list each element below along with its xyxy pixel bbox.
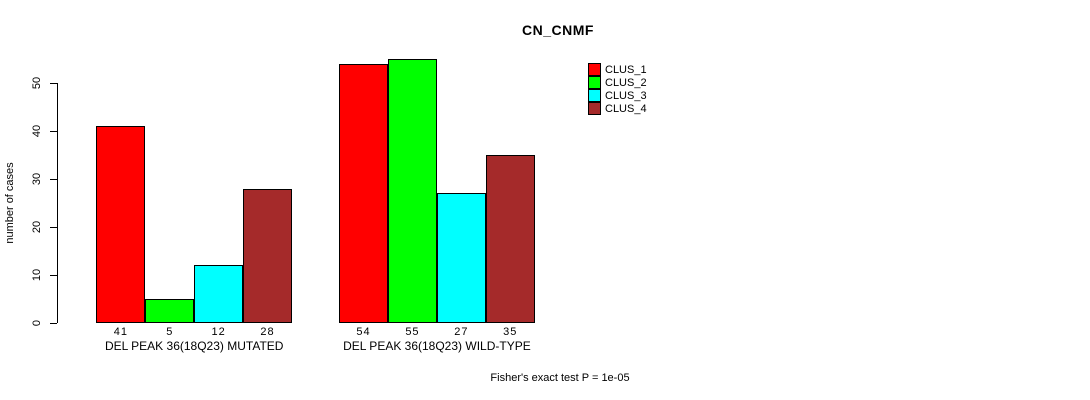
legend-label: CLUS_4: [605, 102, 647, 115]
legend-label: CLUS_2: [605, 76, 647, 89]
legend-swatch: [588, 102, 601, 115]
y-tick-label: 40: [31, 124, 43, 138]
y-tick-mark: [50, 274, 57, 276]
bar: [436, 193, 486, 323]
stat-test-annotation: Fisher's exact test P = 1e-05: [490, 372, 630, 384]
group-label: DEL PEAK 36(18Q23) WILD-TYPE: [343, 339, 531, 353]
y-tick-label: 30: [31, 172, 43, 186]
y-tick-label: 10: [31, 268, 43, 282]
bar-value-label: 54: [356, 325, 371, 338]
legend-swatch: [588, 76, 601, 89]
y-tick-mark: [50, 226, 57, 228]
bar: [243, 188, 292, 323]
y-tick-mark: [50, 322, 57, 324]
legend-label: CLUS_3: [605, 89, 647, 102]
y-axis-line: [57, 83, 58, 323]
bar-value-label: 5: [166, 325, 174, 338]
y-axis-label: number of cases: [4, 162, 16, 244]
chart-title: CN_CNMF: [522, 22, 594, 38]
bar: [145, 299, 195, 323]
legend-label: CLUS_1: [605, 63, 647, 76]
bar-value-label: 55: [405, 325, 420, 338]
group-label: DEL PEAK 36(18Q23) MUTATED: [104, 339, 284, 353]
legend-swatch: [588, 63, 601, 76]
bar-value-label: 27: [454, 325, 469, 338]
y-tick-mark: [50, 82, 57, 84]
bar-value-label: 28: [260, 325, 275, 338]
bar: [96, 126, 146, 323]
bar-value-label: 35: [503, 325, 518, 338]
y-tick-mark: [50, 130, 57, 132]
bar-value-label: 12: [211, 325, 226, 338]
legend-swatch: [588, 89, 601, 102]
y-tick-mark: [50, 178, 57, 180]
bar: [388, 59, 437, 323]
y-tick-label: 20: [31, 220, 43, 234]
y-tick-label: 50: [31, 76, 43, 90]
bar: [485, 155, 535, 323]
bar: [339, 63, 388, 323]
y-tick-label: 0: [31, 319, 43, 327]
bar-value-label: 41: [113, 325, 128, 338]
bar: [194, 265, 244, 323]
